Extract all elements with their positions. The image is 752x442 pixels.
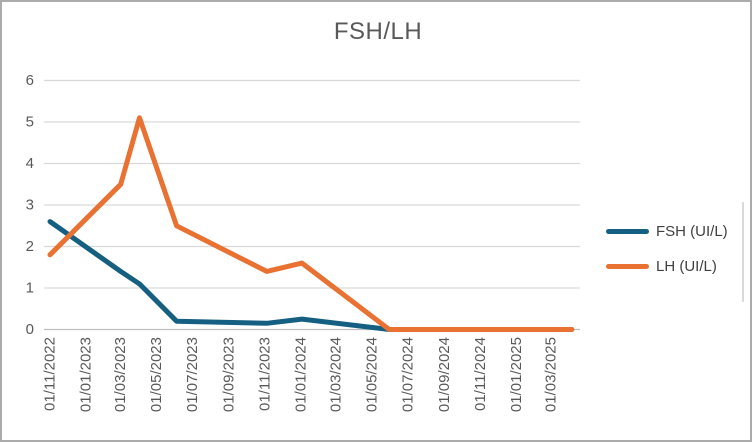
- svg-text:01/11/2022: 01/11/2022: [42, 337, 59, 411]
- svg-text:6: 6: [26, 72, 34, 89]
- svg-text:01/05/2024: 01/05/2024: [364, 337, 381, 412]
- svg-text:01/03/2023: 01/03/2023: [112, 337, 129, 412]
- legend-item-fsh: FSH (UI/L): [606, 221, 728, 242]
- svg-text:01/01/2024: 01/01/2024: [292, 337, 309, 412]
- svg-text:01/01/2025: 01/01/2025: [508, 337, 525, 412]
- svg-text:01/05/2023: 01/05/2023: [148, 337, 165, 412]
- svg-text:01/07/2024: 01/07/2024: [400, 337, 417, 412]
- legend-label-fsh: FSH (UI/L): [656, 223, 728, 240]
- legend-label-lh: LH (UI/L): [656, 258, 717, 275]
- svg-text:2: 2: [26, 238, 34, 255]
- svg-text:01/09/2024: 01/09/2024: [436, 337, 453, 412]
- svg-text:4: 4: [26, 155, 34, 172]
- svg-text:01/11/2024: 01/11/2024: [472, 337, 489, 411]
- svg-text:1: 1: [26, 280, 34, 297]
- legend: FSH (UI/L) LH (UI/L): [606, 221, 728, 277]
- svg-text:0: 0: [26, 321, 34, 338]
- lh-line-swatch: [606, 264, 649, 269]
- svg-text:01/11/2023: 01/11/2023: [256, 337, 273, 411]
- svg-text:01/03/2025: 01/03/2025: [543, 337, 560, 412]
- svg-text:5: 5: [26, 114, 34, 131]
- svg-text:01/03/2024: 01/03/2024: [328, 337, 345, 412]
- svg-text:01/01/2023: 01/01/2023: [77, 337, 94, 412]
- chart-title: FSH/LH: [333, 18, 423, 45]
- svg-text:01/07/2023: 01/07/2023: [184, 337, 201, 412]
- svg-text:3: 3: [26, 197, 34, 214]
- svg-text:01/09/2023: 01/09/2023: [221, 337, 238, 412]
- pane-divider: [742, 202, 744, 302]
- legend-item-lh: LH (UI/L): [606, 256, 728, 277]
- fsh-line-swatch: [606, 229, 649, 234]
